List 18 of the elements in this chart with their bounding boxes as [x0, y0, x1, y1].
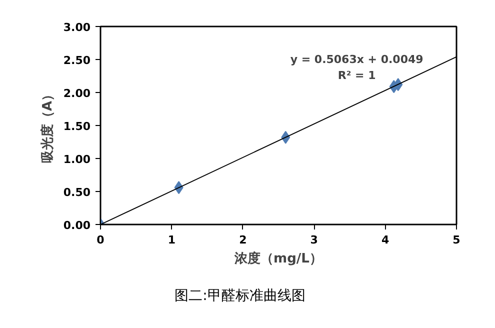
y-tick-label: 2.50 — [63, 54, 91, 67]
text: 图二:甲醛标准曲线图 — [174, 287, 306, 306]
x-tick-label: 0 — [96, 234, 105, 246]
x-axis-title: 浓度（mg/L） — [234, 250, 322, 266]
annotation: R² = 1 — [338, 68, 376, 82]
y-tick-label: 0.50 — [63, 186, 91, 199]
y-axis-title: 吸光度（A） — [39, 88, 56, 164]
x-tick-label: 2 — [239, 234, 247, 246]
x-tick-label: 3 — [310, 234, 318, 246]
y-tick-label: 0.00 — [63, 219, 91, 232]
annotation: y = 0.5063x + 0.0049 — [290, 53, 424, 66]
y-tick-label: 1.50 — [63, 120, 91, 133]
y-tick-label: 2.00 — [63, 87, 91, 100]
x-tick-label: 4 — [381, 234, 390, 246]
x-tick-label: 5 — [452, 234, 460, 246]
y-tick-label: 1.00 — [63, 153, 91, 166]
x-tick-label: 1 — [168, 234, 176, 246]
y-tick-label: 3.00 — [63, 21, 91, 34]
